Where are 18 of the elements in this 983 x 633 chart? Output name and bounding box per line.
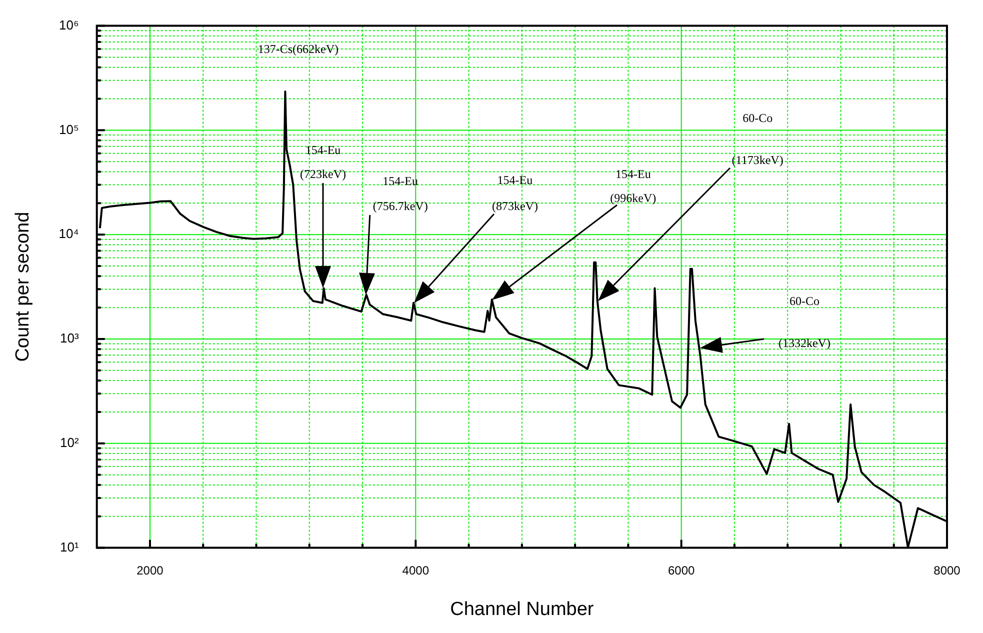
y-tick-label: 10⁶ (59, 17, 79, 32)
annotation: 154-Eu (996keV) (610, 166, 656, 205)
x-axis-title: Channel Number (450, 598, 594, 620)
x-tick-label: 2000 (136, 563, 164, 578)
x-tick-label: 6000 (668, 563, 695, 578)
y-tick-label: 10⁴ (58, 226, 79, 242)
y-tick-label: 10⁵ (58, 122, 79, 137)
y-tick-label: 10³ (60, 330, 80, 346)
text: 60-Co (1332keV) (778, 294, 830, 350)
y-axis-title: Count per second (12, 212, 34, 362)
y-tick-label: 10² (60, 434, 80, 450)
text: 60-Co (1173keV) (732, 110, 784, 167)
x-tick-label: 8000 (934, 563, 961, 578)
annotation: 154-Eu (723keV) (300, 143, 346, 182)
annotation: 154-Eu (873keV) (492, 172, 538, 213)
x-tick-label: 4000 (402, 563, 430, 578)
annotation: 137-Cs(662keV) (258, 42, 339, 56)
y-tick-label: 10¹ (60, 539, 80, 554)
